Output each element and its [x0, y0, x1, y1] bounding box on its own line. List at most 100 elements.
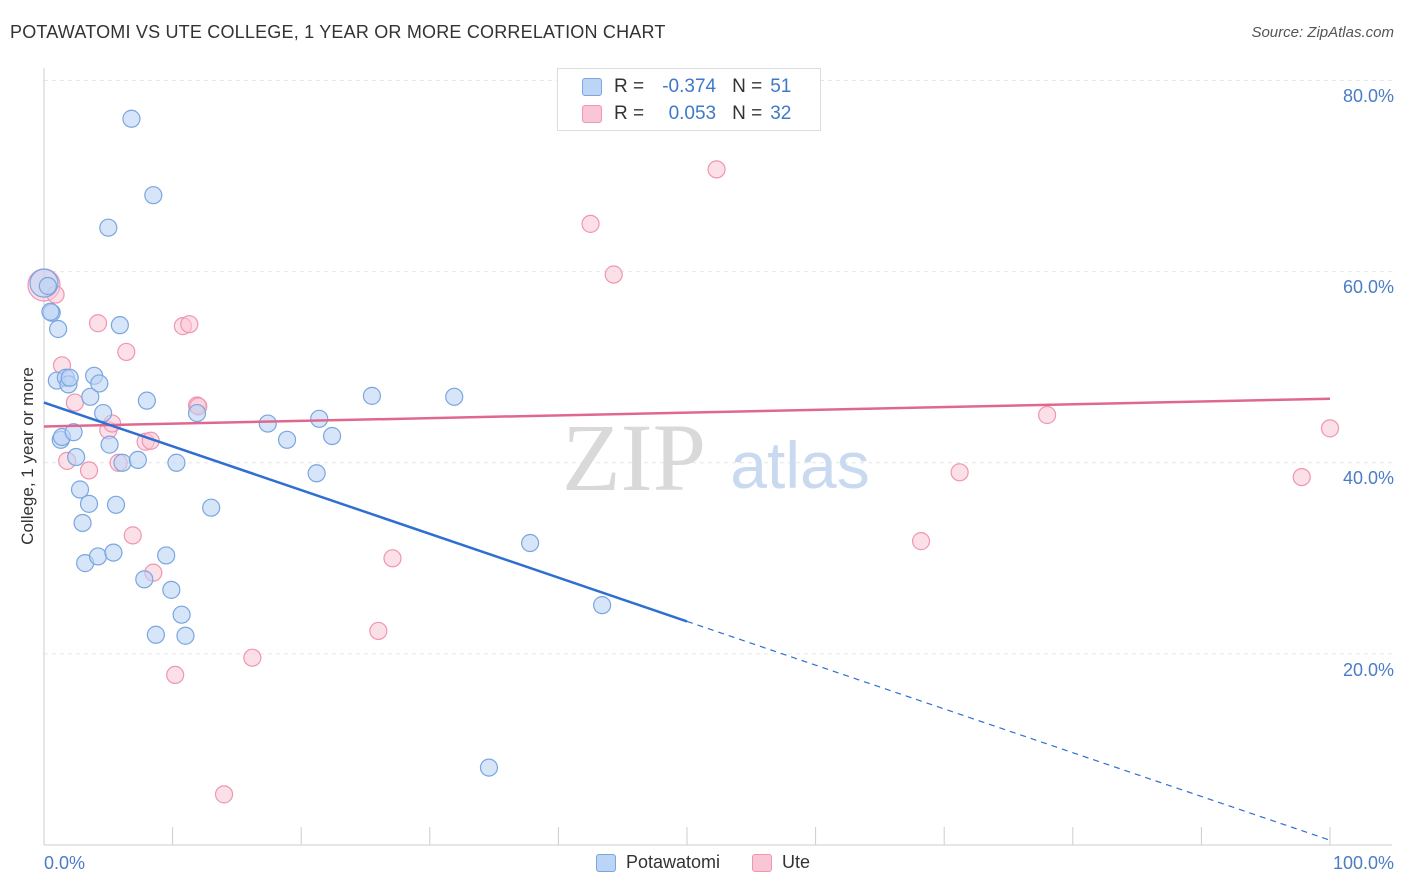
x-tick-label-min: 0.0% [44, 853, 86, 873]
ute-point [214, 785, 234, 804]
potawatomi-point [99, 218, 118, 237]
potawatomi-point [258, 414, 277, 433]
potawatomi-point [81, 387, 100, 406]
trend-lines [43, 397, 1331, 841]
potawatomi-point [593, 596, 612, 615]
axes [43, 68, 1392, 846]
y-tick-label: 40.0% [1342, 468, 1394, 488]
watermark: ZIP atlas [562, 404, 870, 511]
grid-lines [44, 80, 1392, 655]
potawatomi-point [137, 391, 156, 410]
ute-point [65, 393, 84, 412]
potawatomi-point [122, 109, 141, 128]
legend-row-potawatomi: R = -0.374 N = 51 [582, 74, 791, 100]
legend-n-label: N = [732, 103, 763, 124]
potawatomi-point [362, 386, 382, 405]
legend-label-ute: Ute [782, 852, 811, 872]
watermark-atlas: atlas [730, 428, 869, 502]
potawatomi-point [41, 302, 60, 321]
potawatomi-point [157, 546, 176, 565]
potawatomi-point [38, 276, 57, 296]
y-axis-label: College, 1 year or more [18, 367, 37, 545]
legend-n-value: 51 [770, 76, 792, 97]
potawatomi-point [64, 423, 83, 442]
potawatomi-point [49, 319, 68, 339]
watermark-zip: ZIP [562, 404, 706, 511]
legend-r-value: -0.374 [662, 76, 717, 97]
potawatomi-point [167, 453, 186, 472]
potawatomi-point [60, 368, 79, 387]
ute-point [117, 342, 136, 362]
ute-point [369, 621, 388, 641]
ute-point [243, 648, 262, 667]
potawatomi-point [110, 316, 129, 335]
potawatomi-trend-extension [686, 620, 1331, 841]
legend-swatch-blue [582, 78, 602, 96]
ute-point [581, 214, 600, 233]
ute-point [180, 315, 199, 334]
potawatomi-point [479, 758, 499, 777]
legend-label-potawatomi: Potawatomi [625, 852, 721, 872]
potawatomi-point [79, 494, 99, 513]
potawatomi-point [94, 403, 113, 423]
y-tick-label: 80.0% [1342, 86, 1394, 106]
ute-point [1037, 405, 1057, 425]
potawatomi-point [70, 480, 90, 499]
legend-item-potawatomi[interactable]: Potawatomi [595, 852, 721, 873]
potawatomi-point [88, 547, 108, 566]
legend-n-label: N = [732, 76, 763, 97]
potawatomi-point [521, 533, 540, 553]
potawatomi-points [29, 109, 612, 777]
ute-point [79, 461, 99, 480]
potawatomi-point [322, 426, 342, 446]
correlation-legend: R = -0.374 N = 51 R = 0.053 N = 32 [557, 68, 821, 131]
legend-r-value: 0.053 [668, 103, 717, 124]
potawatomi-point [67, 447, 86, 467]
ute-trend-line [43, 397, 1331, 428]
legend-item-ute[interactable]: Ute [752, 852, 810, 873]
legend-r-label: R = [614, 76, 645, 97]
potawatomi-point [445, 387, 464, 406]
ute-point [604, 265, 623, 284]
potawatomi-point [104, 543, 123, 562]
potawatomi-point [106, 495, 126, 514]
ute-point [383, 549, 402, 568]
x-tick-label-max: 100.0% [1332, 853, 1394, 873]
chart-title: POTAWATOMI VS UTE COLLEGE, 1 YEAR OR MOR… [10, 22, 666, 42]
potawatomi-point [172, 605, 191, 624]
potawatomi-point [100, 435, 119, 454]
legend-n-value: 32 [770, 103, 792, 124]
potawatomi-point [277, 430, 297, 449]
ute-point [950, 463, 969, 482]
potawatomi-point [176, 626, 195, 645]
legend-swatch-pink [582, 105, 602, 123]
y-tick-label: 20.0% [1342, 660, 1394, 680]
potawatomi-point [144, 186, 163, 205]
ute-point [1292, 467, 1311, 487]
potawatomi-point [146, 625, 165, 644]
ute-point [123, 526, 142, 545]
potawatomi-point [310, 409, 329, 428]
potawatomi-point [307, 464, 326, 483]
ute-point [707, 160, 726, 179]
potawatomi-point [187, 403, 207, 423]
potawatomi-point [135, 570, 154, 589]
ute-point [88, 314, 108, 333]
ute-point [1320, 419, 1340, 438]
y-tick-label: 60.0% [1342, 277, 1394, 297]
ute-point [911, 532, 931, 551]
potawatomi-trend-line [43, 401, 688, 623]
series-legend: Potawatomi Ute [0, 852, 1406, 873]
legend-r-label: R = [614, 103, 645, 124]
source-label: Source: ZipAtlas.com [1251, 24, 1394, 41]
potawatomi-point [113, 453, 132, 472]
ute-point [166, 665, 185, 685]
legend-row-ute: R = 0.053 N = 32 [582, 101, 791, 127]
potawatomi-point [90, 374, 109, 393]
potawatomi-point [162, 580, 181, 599]
potawatomi-point [202, 498, 221, 517]
potawatomi-point [73, 513, 92, 533]
legend-swatch-pink [752, 853, 773, 872]
legend-swatch-blue [595, 853, 616, 872]
